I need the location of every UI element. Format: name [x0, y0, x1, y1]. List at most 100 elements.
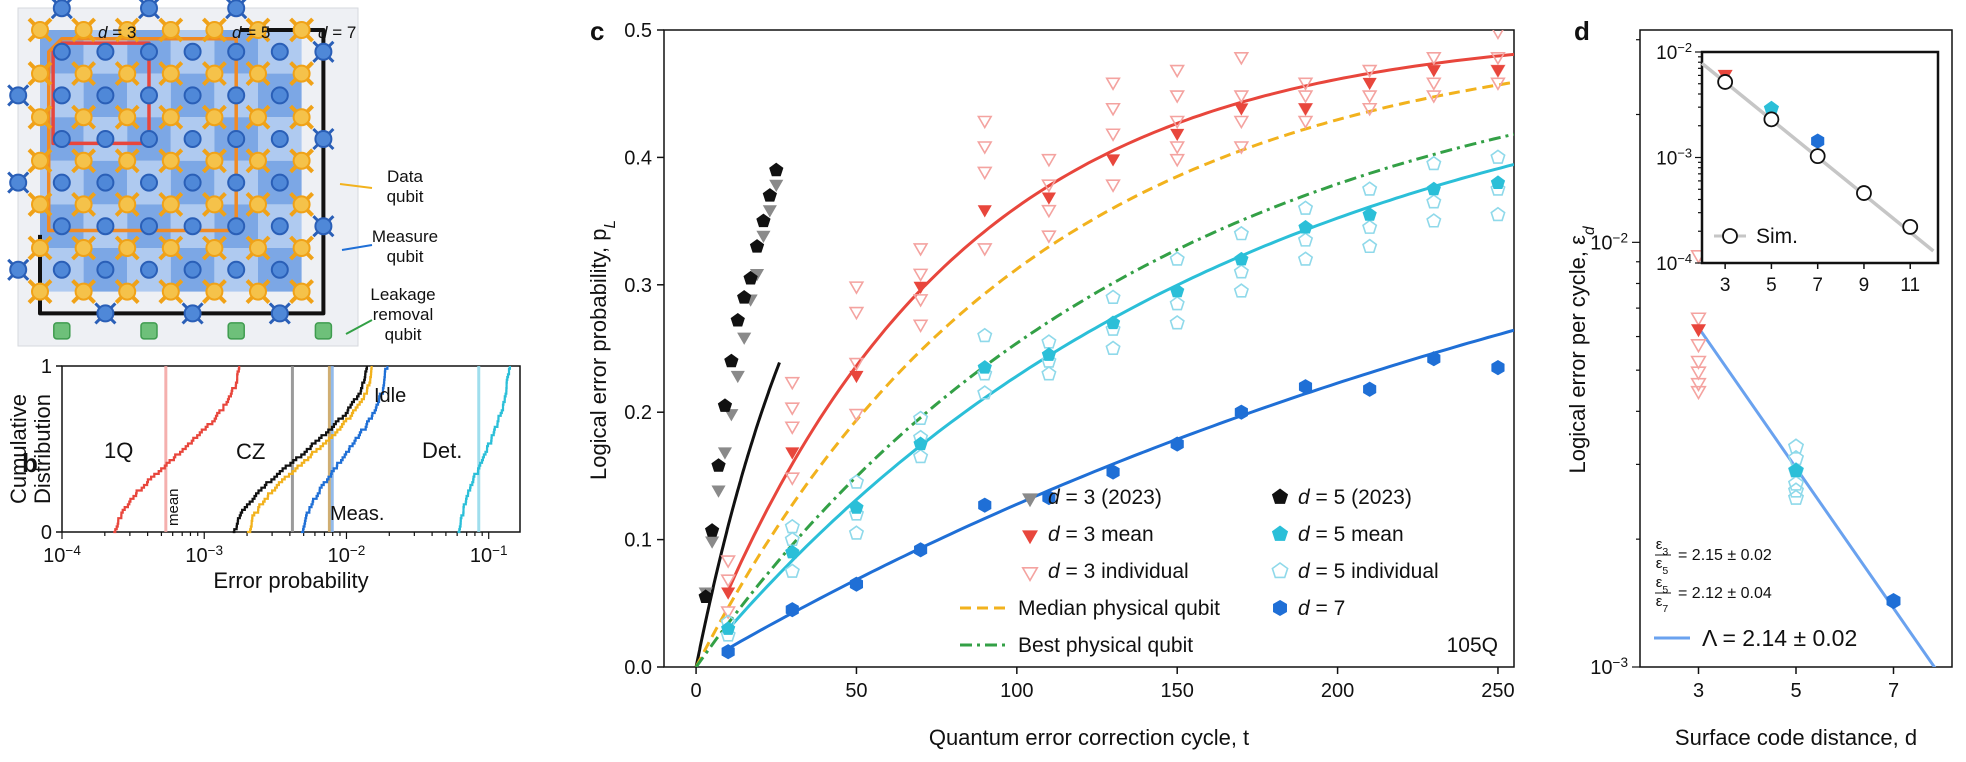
x-tick-label: 10−3 — [185, 543, 223, 568]
data-point-d = 5 mean — [1170, 283, 1185, 298]
legend-marker — [1271, 562, 1289, 579]
data-point-d = 5 individual — [1105, 340, 1121, 355]
data-point-d = 5 individual — [1297, 251, 1314, 266]
data-point-d = 5 individual — [977, 327, 993, 343]
data-point-d = 3 mean — [1690, 324, 1707, 338]
boundary-measure-qubit — [52, 0, 71, 18]
data-point-d = 5 individual — [1426, 194, 1442, 209]
data-point-d = 7 — [1234, 404, 1248, 420]
fit-line-Median physical qubit — [694, 80, 1514, 667]
data-point-d = 3 individual — [1690, 366, 1707, 381]
logical-error-vs-distance-chart: 3 5 7 10−3 10−2 Surface code distance, d Logic… — [1565, 29, 1953, 750]
data-point-d = 3 individual — [912, 294, 929, 308]
measure-qubit — [96, 173, 115, 192]
inset-x-tick-label: 7 — [1812, 275, 1823, 296]
data-qubit — [161, 151, 180, 170]
data-point-d = 5 individual — [1490, 149, 1506, 164]
measure-qubit — [52, 260, 71, 279]
ratio-numerator: ε5 — [1656, 574, 1669, 596]
curve-label-cz: CZ — [236, 439, 265, 464]
data-qubit — [74, 239, 93, 257]
data-point-d = 5 individual — [1169, 315, 1185, 330]
data-point-d = 5 individual — [1169, 251, 1185, 266]
data-point-d = 5 individual — [784, 563, 800, 578]
leakage-qubit-pointer — [345, 319, 373, 335]
data-point-d = 3 individual — [848, 357, 865, 372]
data-point-d = 3 individual — [912, 268, 929, 283]
lambda-label: Λ = 2.14 ± 0.02 — [1702, 625, 1857, 651]
data-qubit — [161, 64, 180, 83]
cdf-curve-Idle — [246, 366, 373, 534]
measure-qubit — [140, 217, 158, 236]
data-qubit — [31, 151, 49, 170]
logical-error-vs-cycle-chart: 0 50 100 150 200 250 0.0 0.1 0.2 0.3 0.4 0.5 Quantum… — [586, 20, 1515, 750]
measure-qubit — [96, 260, 115, 279]
data-point-d = 3 individual — [1169, 90, 1185, 104]
legend-marker — [1273, 599, 1287, 617]
inset-sim-point — [1902, 218, 1919, 235]
data-point-d = 3 individual — [912, 319, 929, 333]
data-qubit — [118, 108, 137, 127]
data-point-d = 3 individual — [784, 421, 801, 435]
inset-chart: 3 5 7 9 11 10−2 10−3 10−4 Sim. — [1656, 40, 1940, 296]
data-point-d = 5 mean — [1426, 181, 1441, 196]
data-point-d = 5 individual — [1233, 225, 1249, 241]
data-point-d = 3 individual — [1490, 52, 1506, 66]
legend-label: Best physical qubit — [1018, 634, 1193, 657]
data-point-d = 3 individual — [1105, 77, 1121, 91]
data-qubit — [249, 21, 267, 39]
data-point-d = 3 (2023) — [705, 536, 720, 549]
data-point-d = 5 (2023) — [704, 523, 720, 537]
boundary-measure-qubit — [314, 217, 333, 236]
measure-qubit — [270, 217, 289, 236]
data-point-d = 5 individual — [720, 627, 736, 642]
legend-marker — [1271, 525, 1289, 541]
data-point-d = 5 individual — [977, 385, 993, 400]
data-point-d = 3 mean — [1426, 65, 1441, 78]
panel-b-xlabel: Error probability — [213, 568, 368, 593]
measure-qubit — [140, 42, 158, 61]
panel-b-letter: b — [22, 448, 38, 478]
x-tick-label: 10−2 — [328, 543, 366, 568]
data-point-d = 3 individual — [848, 281, 865, 295]
measure-qubit — [183, 86, 202, 105]
data-point-d = 5 individual — [1426, 213, 1442, 228]
data-qubit — [292, 21, 311, 39]
data-point-d = 5 individual — [784, 518, 800, 534]
d3-label: d = 3 — [98, 23, 136, 42]
data-qubit — [205, 64, 224, 83]
data-point-d = 3 individual — [1105, 102, 1121, 117]
data-point-d = 7 — [1042, 489, 1056, 506]
data-point-d = 3 individual — [1105, 179, 1121, 193]
data-point-d = 3 mean — [1170, 128, 1185, 142]
data-point-d = 3 individual — [1041, 153, 1057, 168]
inset-sim-point — [1809, 148, 1826, 165]
data-point-d = 3 (2023) — [711, 485, 726, 498]
data-qubit — [74, 21, 93, 39]
data-qubit — [292, 282, 311, 301]
data-qubit — [118, 195, 137, 214]
data-point-d = 7 — [1427, 351, 1441, 367]
data-point-d = 3 individual — [1233, 115, 1250, 130]
measure-qubit — [270, 173, 289, 192]
data-point-d = 5 individual — [977, 365, 993, 381]
panel-c-legend: d = 3 (2023) d = 5 (2023) d = 3 mean d = 5 … — [960, 486, 1439, 657]
data-point-d = 3 individual — [1690, 385, 1707, 401]
panel-d-ylabel: Logical error per cycle, εd — [1565, 226, 1598, 473]
measure-qubit — [140, 86, 158, 105]
curve-label-idle: Idle — [374, 385, 406, 407]
data-point-d = 7 — [1886, 592, 1901, 610]
inset-sim-point — [1717, 74, 1734, 90]
leakage-qubit — [227, 322, 245, 340]
data-point-d = 5 (2023) — [762, 188, 777, 202]
data-point-d = 5 individual — [1426, 155, 1442, 171]
inset-y-tick-label: 10−2 — [1656, 40, 1692, 65]
data-point-d = 5 individual — [1297, 232, 1314, 247]
measure-qubit — [227, 86, 246, 105]
data-point-d = 5 (2023) — [724, 353, 739, 368]
legend-marker — [1022, 493, 1038, 508]
data-point-d = 3 (2023) — [756, 230, 771, 243]
data-point-d = 5 mean — [1234, 251, 1249, 266]
cdf-curve-CZ — [232, 366, 368, 534]
